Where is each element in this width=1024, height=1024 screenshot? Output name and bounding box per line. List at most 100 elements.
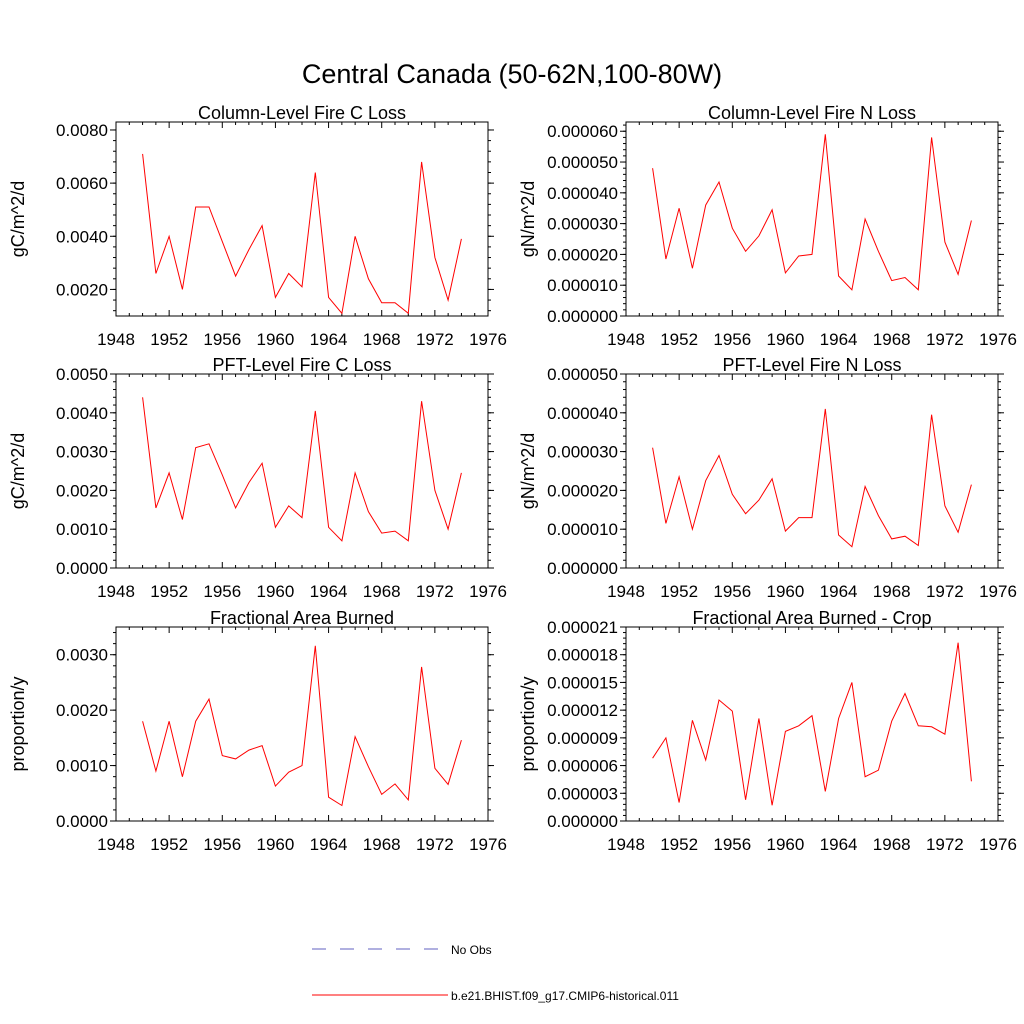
panel-title: Column-Level Fire N Loss: [708, 103, 916, 123]
chart-panel-1: Column-Level Fire C Loss gC/m^2/d 1948 1952…: [8, 103, 507, 349]
x-tick-label: 1976: [979, 330, 1017, 349]
y-tick-label: 0.000060: [547, 122, 618, 141]
legend-model-label: b.e21.BHIST.f09_g17.CMIP6-historical.011: [451, 989, 679, 1003]
x-tick-label: 1956: [203, 582, 241, 601]
x-tick-label: 1976: [979, 582, 1017, 601]
panel-title: Column-Level Fire C Loss: [198, 103, 406, 123]
y-tick-label: 0.0050: [56, 365, 108, 384]
x-tick-label: 1952: [150, 582, 188, 601]
panels-group: Column-Level Fire C Loss gC/m^2/d 1948 1952…: [8, 103, 1017, 854]
plot-frame: [625, 373, 999, 569]
x-tick-label: 1948: [607, 582, 645, 601]
x-tick-label: 1960: [767, 330, 805, 349]
x-tick-label: 1964: [820, 582, 858, 601]
y-axis-label: gC/m^2/d: [8, 181, 28, 257]
x-tick-label: 1968: [363, 835, 401, 854]
x-tick-label: 1952: [660, 330, 698, 349]
x-tick-label: 1968: [873, 330, 911, 349]
y-tick-label: 0.000000: [547, 812, 618, 831]
x-tick-label: 1976: [469, 582, 507, 601]
x-tick-label: 1972: [416, 582, 454, 601]
panel-title: PFT-Level Fire N Loss: [722, 355, 901, 375]
series-line: [652, 134, 972, 291]
y-tick-label: 0.0080: [56, 121, 108, 140]
y-tick-label: 0.000003: [547, 784, 618, 803]
chart-panel-4: PFT-Level Fire N Loss gN/m^2/d 1948 1952 195…: [518, 355, 1017, 601]
panel-title: PFT-Level Fire C Loss: [212, 355, 391, 375]
figure-title: Central Canada (50-62N,100-80W): [302, 59, 722, 89]
y-tick-label: 0.000030: [547, 443, 618, 462]
x-tick-label: 1960: [257, 330, 295, 349]
x-tick-label: 1968: [363, 330, 401, 349]
y-axis-label: gN/m^2/d: [518, 181, 538, 257]
x-tick-label: 1948: [97, 330, 135, 349]
y-tick-label: 0.000040: [547, 404, 618, 423]
series-line: [142, 153, 462, 315]
x-tick-label: 1948: [607, 330, 645, 349]
x-tick-label: 1976: [979, 835, 1017, 854]
chart-panel-3: PFT-Level Fire C Loss gC/m^2/d 1948 1952 195…: [8, 355, 507, 601]
y-tick-label: 0.000010: [547, 520, 618, 539]
y-tick-label: 0.000040: [547, 184, 618, 203]
x-tick-label: 1952: [660, 835, 698, 854]
y-tick-label: 0.000010: [547, 276, 618, 295]
y-tick-label: 0.000020: [547, 245, 618, 264]
x-tick-label: 1964: [310, 330, 348, 349]
series-line: [652, 642, 972, 806]
y-axis-label: gN/m^2/d: [518, 433, 538, 509]
y-tick-label: 0.000006: [547, 757, 618, 776]
y-tick-label: 0.0000: [56, 812, 108, 831]
y-axis-label: proportion/y: [518, 676, 538, 771]
x-tick-label: 1972: [416, 330, 454, 349]
x-tick-label: 1972: [416, 835, 454, 854]
y-tick-label: 0.0030: [56, 443, 108, 462]
y-tick-label: 0.0030: [56, 646, 108, 665]
y-tick-label: 0.0040: [56, 227, 108, 246]
y-tick-label: 0.000012: [547, 701, 618, 720]
y-tick-label: 0.000050: [547, 365, 618, 384]
x-tick-label: 1956: [713, 835, 751, 854]
x-tick-label: 1948: [97, 582, 135, 601]
y-tick-label: 0.0020: [56, 481, 108, 500]
panel-title: Fractional Area Burned: [210, 608, 394, 628]
y-tick-label: 0.0020: [56, 701, 108, 720]
y-axis-label: proportion/y: [8, 676, 28, 771]
legend-obs-label: No Obs: [451, 943, 492, 957]
panel-title: Fractional Area Burned - Crop: [692, 608, 931, 628]
y-tick-label: 0.000000: [547, 307, 618, 326]
x-tick-label: 1964: [820, 330, 858, 349]
x-tick-label: 1972: [926, 835, 964, 854]
y-tick-label: 0.0010: [56, 520, 108, 539]
x-tick-label: 1976: [469, 330, 507, 349]
x-tick-label: 1956: [713, 330, 751, 349]
plot-frame: [115, 626, 489, 822]
x-tick-label: 1960: [767, 582, 805, 601]
chart-panel-2: Column-Level Fire N Loss gN/m^2/d 1948 1952…: [518, 103, 1017, 349]
x-tick-label: 1960: [257, 582, 295, 601]
y-tick-label: 0.000021: [547, 618, 618, 637]
legend: No Obs b.e21.BHIST.f09_g17.CMIP6-histori…: [312, 943, 679, 1003]
chart-panel-6: Fractional Area Burned - Crop proportion/…: [518, 608, 1017, 854]
y-tick-label: 0.000000: [547, 559, 618, 578]
x-tick-label: 1960: [767, 835, 805, 854]
x-tick-label: 1976: [469, 835, 507, 854]
x-tick-label: 1948: [607, 835, 645, 854]
x-tick-label: 1968: [873, 582, 911, 601]
x-tick-label: 1972: [926, 582, 964, 601]
x-tick-label: 1972: [926, 330, 964, 349]
y-tick-label: 0.000050: [547, 153, 618, 172]
y-tick-label: 0.000020: [547, 481, 618, 500]
x-tick-label: 1956: [203, 835, 241, 854]
x-tick-label: 1952: [150, 835, 188, 854]
y-tick-label: 0.0020: [56, 280, 108, 299]
y-tick-label: 0.0040: [56, 404, 108, 423]
y-tick-label: 0.000009: [547, 729, 618, 748]
x-tick-label: 1964: [820, 835, 858, 854]
x-tick-label: 1948: [97, 835, 135, 854]
series-line: [142, 397, 462, 542]
series-line: [652, 408, 972, 548]
x-tick-label: 1952: [150, 330, 188, 349]
x-tick-label: 1964: [310, 582, 348, 601]
x-tick-label: 1952: [660, 582, 698, 601]
